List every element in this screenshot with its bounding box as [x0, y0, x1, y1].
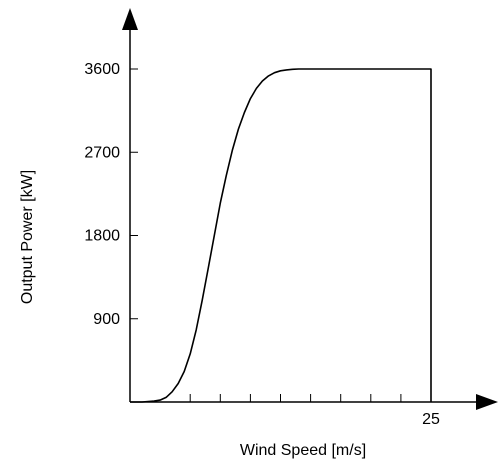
y-tick-label: 900 [93, 311, 120, 328]
y-axis-label: Output Power [kW] [19, 170, 36, 304]
series [130, 68, 432, 403]
x-tick-label: 25 [422, 411, 440, 428]
x-axis-arrowhead [476, 394, 498, 410]
axes [122, 8, 498, 410]
y-tick-label: 1800 [84, 228, 120, 245]
ticks: 900 1800 2700 3600 25 [84, 61, 440, 428]
y-axis-arrowhead [122, 8, 138, 30]
power-curve-line [130, 68, 432, 403]
y-tick-label: 3600 [84, 61, 120, 78]
y-tick-label: 2700 [84, 144, 120, 161]
x-axis-label: Wind Speed [m/s] [240, 442, 366, 459]
